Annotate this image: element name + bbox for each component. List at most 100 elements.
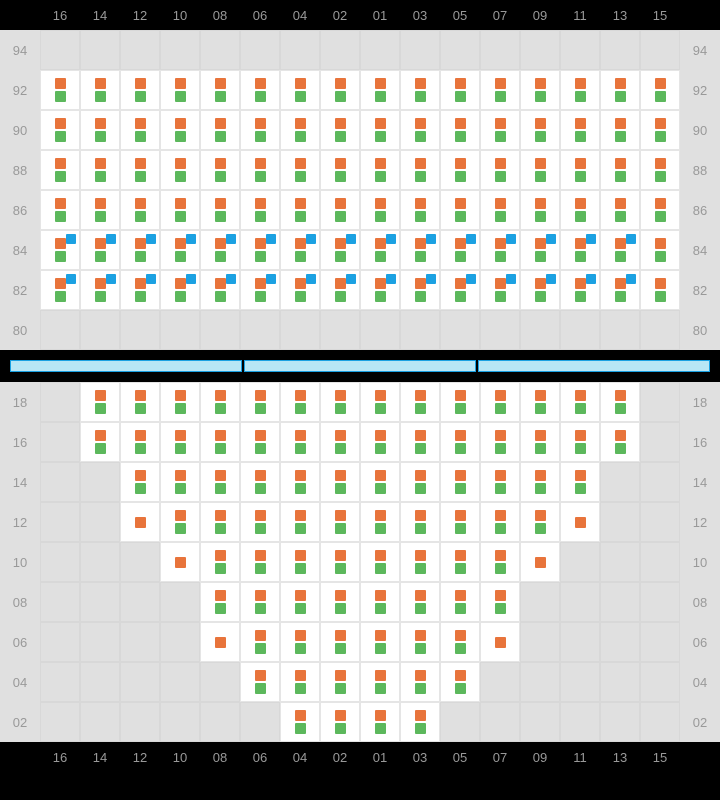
seat-cell[interactable]	[600, 382, 640, 422]
seat-cell[interactable]	[560, 270, 600, 310]
seat-cell[interactable]	[640, 110, 680, 150]
seat-cell[interactable]	[520, 382, 560, 422]
seat-cell[interactable]	[360, 702, 400, 742]
seat-cell[interactable]	[200, 462, 240, 502]
seat-cell[interactable]	[400, 230, 440, 270]
seat-cell[interactable]	[240, 542, 280, 582]
seat-cell[interactable]	[320, 582, 360, 622]
seat-cell[interactable]	[240, 662, 280, 702]
seat-cell[interactable]	[200, 270, 240, 310]
seat-cell[interactable]	[280, 542, 320, 582]
seat-cell[interactable]	[600, 422, 640, 462]
seat-cell[interactable]	[360, 422, 400, 462]
seat-cell[interactable]	[160, 190, 200, 230]
seat-cell[interactable]	[280, 462, 320, 502]
seat-cell[interactable]	[320, 422, 360, 462]
seat-cell[interactable]	[400, 502, 440, 542]
seat-cell[interactable]	[200, 582, 240, 622]
seat-cell[interactable]	[400, 702, 440, 742]
seat-cell[interactable]	[40, 190, 80, 230]
seat-cell[interactable]	[280, 70, 320, 110]
seat-cell[interactable]	[40, 150, 80, 190]
seat-cell[interactable]	[280, 230, 320, 270]
seat-cell[interactable]	[600, 150, 640, 190]
seat-cell[interactable]	[400, 622, 440, 662]
seat-cell[interactable]	[480, 502, 520, 542]
seat-cell[interactable]	[520, 230, 560, 270]
seat-cell[interactable]	[240, 70, 280, 110]
seat-cell[interactable]	[360, 270, 400, 310]
seat-cell[interactable]	[560, 70, 600, 110]
seat-cell[interactable]	[400, 110, 440, 150]
seat-cell[interactable]	[160, 230, 200, 270]
seat-cell[interactable]	[240, 230, 280, 270]
seat-cell[interactable]	[520, 542, 560, 582]
seat-cell[interactable]	[200, 542, 240, 582]
seat-cell[interactable]	[200, 190, 240, 230]
seat-cell[interactable]	[240, 462, 280, 502]
seat-cell[interactable]	[440, 150, 480, 190]
seat-cell[interactable]	[160, 270, 200, 310]
seat-cell[interactable]	[360, 382, 400, 422]
seat-cell[interactable]	[320, 270, 360, 310]
seat-cell[interactable]	[200, 230, 240, 270]
seat-cell[interactable]	[440, 422, 480, 462]
seat-cell[interactable]	[200, 502, 240, 542]
seat-cell[interactable]	[240, 422, 280, 462]
seat-cell[interactable]	[440, 662, 480, 702]
seat-cell[interactable]	[480, 542, 520, 582]
seat-cell[interactable]	[280, 622, 320, 662]
seat-cell[interactable]	[280, 190, 320, 230]
seat-cell[interactable]	[520, 270, 560, 310]
seat-cell[interactable]	[200, 110, 240, 150]
seat-cell[interactable]	[520, 110, 560, 150]
seat-cell[interactable]	[480, 70, 520, 110]
seat-cell[interactable]	[120, 422, 160, 462]
seat-cell[interactable]	[480, 270, 520, 310]
seat-cell[interactable]	[400, 542, 440, 582]
seat-cell[interactable]	[400, 270, 440, 310]
seat-cell[interactable]	[240, 382, 280, 422]
seat-cell[interactable]	[40, 230, 80, 270]
seat-cell[interactable]	[240, 270, 280, 310]
seat-cell[interactable]	[520, 190, 560, 230]
seat-cell[interactable]	[280, 702, 320, 742]
seat-cell[interactable]	[240, 582, 280, 622]
seat-cell[interactable]	[480, 422, 520, 462]
seat-cell[interactable]	[520, 150, 560, 190]
seat-cell[interactable]	[200, 382, 240, 422]
seat-cell[interactable]	[400, 382, 440, 422]
seat-cell[interactable]	[120, 110, 160, 150]
seat-cell[interactable]	[600, 230, 640, 270]
seat-cell[interactable]	[280, 270, 320, 310]
seat-cell[interactable]	[440, 622, 480, 662]
seat-cell[interactable]	[120, 230, 160, 270]
seat-cell[interactable]	[80, 190, 120, 230]
seat-cell[interactable]	[640, 230, 680, 270]
seat-cell[interactable]	[240, 190, 280, 230]
seat-cell[interactable]	[120, 462, 160, 502]
seat-cell[interactable]	[520, 502, 560, 542]
seat-cell[interactable]	[160, 150, 200, 190]
seat-cell[interactable]	[160, 502, 200, 542]
seat-cell[interactable]	[80, 70, 120, 110]
seat-cell[interactable]	[120, 382, 160, 422]
seat-cell[interactable]	[360, 462, 400, 502]
seat-cell[interactable]	[400, 662, 440, 702]
seat-cell[interactable]	[600, 270, 640, 310]
seat-cell[interactable]	[560, 150, 600, 190]
seat-cell[interactable]	[400, 422, 440, 462]
seat-cell[interactable]	[440, 230, 480, 270]
seat-cell[interactable]	[440, 582, 480, 622]
seat-cell[interactable]	[280, 382, 320, 422]
seat-cell[interactable]	[360, 230, 400, 270]
seat-cell[interactable]	[520, 70, 560, 110]
seat-cell[interactable]	[320, 622, 360, 662]
seat-cell[interactable]	[40, 70, 80, 110]
seat-cell[interactable]	[360, 150, 400, 190]
seat-cell[interactable]	[360, 70, 400, 110]
seat-cell[interactable]	[320, 502, 360, 542]
seat-cell[interactable]	[80, 270, 120, 310]
seat-cell[interactable]	[120, 150, 160, 190]
seat-cell[interactable]	[400, 582, 440, 622]
